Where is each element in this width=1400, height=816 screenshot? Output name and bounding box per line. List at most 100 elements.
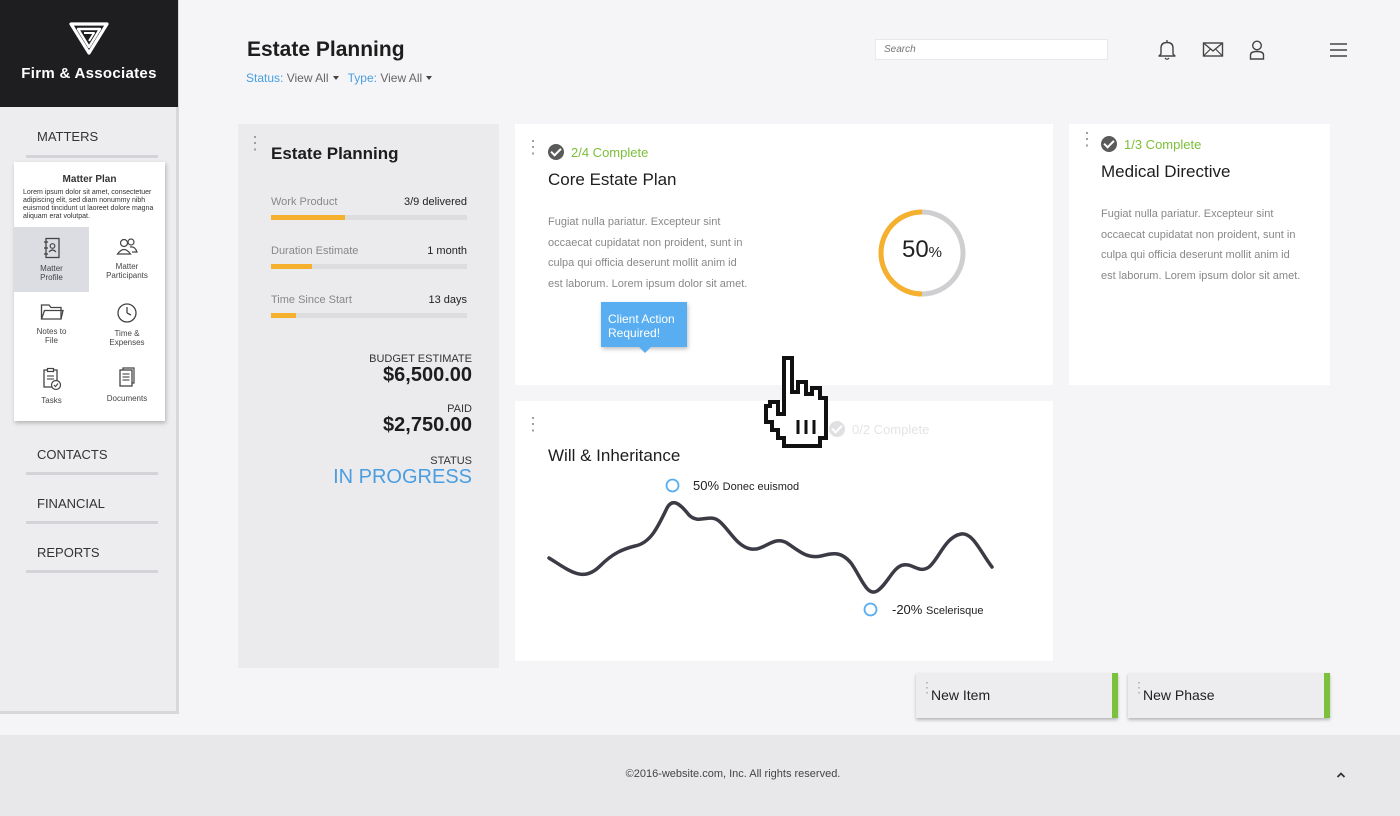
metric-label: Time Since Start xyxy=(271,294,352,306)
brand-name: Firm & Associates xyxy=(21,65,157,82)
card-description: Fugiat nulla pariatur. Excepteur sint oc… xyxy=(1101,208,1301,282)
menu-time-expenses[interactable]: Time & Expenses xyxy=(89,292,165,357)
card-core-estate-plan[interactable]: ⋮ 2/4 Complete Core Estate Plan Fugiat n… xyxy=(515,124,1053,385)
card-title: Core Estate Plan xyxy=(548,170,677,189)
nav-contacts[interactable]: CONTACTS xyxy=(26,447,158,475)
progress-donut xyxy=(878,209,966,297)
nav-reports[interactable]: REPORTS xyxy=(26,545,158,573)
menu-matter-profile-label: Matter Profile xyxy=(40,264,63,282)
chevron-up-icon[interactable] xyxy=(1336,771,1346,779)
drag-handle-icon: ⋮ xyxy=(920,679,934,695)
check-circle-icon xyxy=(1101,136,1117,152)
metric-work-product: Work Product 3/9 delivered xyxy=(271,196,467,220)
metric-label: Work Product xyxy=(271,196,338,208)
high-point-label: 50% Donec euismod xyxy=(693,478,799,493)
menu-notes-to-file[interactable]: Notes to File xyxy=(14,292,89,357)
bell-icon[interactable] xyxy=(1157,39,1177,61)
card-options-icon[interactable]: ⋮ xyxy=(1078,129,1096,149)
metric-value: 13 days xyxy=(428,294,467,306)
menu-matter-profile[interactable]: Matter Profile xyxy=(14,227,89,292)
mail-icon[interactable] xyxy=(1202,41,1224,58)
matter-plan-header: Matter Plan Lorem ipsum dolor sit amet, … xyxy=(14,162,165,227)
nav-financial[interactable]: FINANCIAL xyxy=(26,496,158,524)
type-filter[interactable]: Type: View All xyxy=(348,71,439,85)
sidebar: Firm & Associates MATTERS Matter Plan Lo… xyxy=(0,0,179,714)
donut-label: 50% xyxy=(877,236,967,264)
nav-contacts-label: CONTACTS xyxy=(37,447,108,462)
nav-divider xyxy=(26,155,158,158)
nav-matters[interactable]: MATTERS xyxy=(26,129,158,158)
brand-header[interactable]: Firm & Associates xyxy=(0,0,178,107)
menu-matter-participants-label: Matter Participants xyxy=(106,262,148,280)
donut-progress-arc xyxy=(878,209,966,297)
completion-text: 2/4 Complete xyxy=(571,144,649,160)
clipboard-check-icon xyxy=(42,367,61,391)
metric-duration-estimate: Duration Estimate 1 month xyxy=(271,245,467,269)
client-action-tooltip[interactable]: Client Action Required! xyxy=(601,302,687,353)
low-point-value: -20% xyxy=(892,602,923,617)
button-accent xyxy=(1112,673,1118,718)
donut-unit: % xyxy=(928,244,943,261)
nav-divider xyxy=(26,570,158,573)
completion-status: 2/4 Complete xyxy=(548,144,648,160)
firm-logo-icon xyxy=(69,22,109,55)
button-accent xyxy=(1324,673,1330,718)
caret-down-icon xyxy=(426,75,433,80)
check-circle-icon xyxy=(829,421,845,437)
panel-options-icon[interactable]: ⋮ xyxy=(246,133,264,153)
paid-amount: PAID $2,750.00 xyxy=(383,403,472,435)
high-point-text: Donec euismod xyxy=(722,481,800,493)
search-input[interactable] xyxy=(875,39,1108,60)
footer: ©2016-website.com, Inc. All rights reser… xyxy=(0,735,1400,816)
new-phase-label: New Phase xyxy=(1143,687,1215,703)
status-filter-label: Status: xyxy=(246,71,284,85)
menu-time-expenses-label: Time & Expenses xyxy=(109,329,145,347)
high-point-marker[interactable] xyxy=(665,478,680,493)
paid-value: $2,750.00 xyxy=(383,414,472,436)
new-item-label: New Item xyxy=(931,687,991,703)
profile-book-icon xyxy=(43,237,60,259)
nav-divider xyxy=(26,472,158,475)
metric-progress-bar xyxy=(271,215,467,220)
donut-value: 50 xyxy=(901,236,929,263)
menu-documents[interactable]: Documents xyxy=(89,357,165,421)
type-filter-value: View All xyxy=(380,71,423,85)
menu-tasks[interactable]: Tasks xyxy=(14,357,89,421)
matter-plan-title: Matter Plan xyxy=(62,174,117,185)
trend-line xyxy=(547,501,994,594)
status-filter-value: View All xyxy=(286,71,329,85)
documents-icon xyxy=(119,367,135,387)
new-item-button[interactable]: ⋮ New Item xyxy=(916,673,1118,718)
menu-matter-participants[interactable]: Matter Participants xyxy=(89,227,165,292)
menu-icon[interactable] xyxy=(1329,42,1348,58)
budget-value: $6,500.00 xyxy=(383,364,472,386)
page-title: Estate Planning xyxy=(247,38,405,61)
user-icon[interactable] xyxy=(1248,39,1266,61)
progress-fill xyxy=(271,313,297,318)
low-point-marker[interactable] xyxy=(863,602,878,617)
nav-financial-label: FINANCIAL xyxy=(37,496,105,511)
check-circle-icon xyxy=(548,144,564,160)
low-point-label: -20% Scelerisque xyxy=(892,602,983,617)
status-filter[interactable]: Status: View All xyxy=(246,71,345,85)
new-phase-button[interactable]: ⋮ New Phase xyxy=(1128,673,1330,718)
metric-value: 1 month xyxy=(427,245,467,257)
card-description: Fugiat nulla pariatur. Excepteur sint oc… xyxy=(548,216,748,290)
budget-label: BUDGET ESTIMATE xyxy=(369,353,472,365)
participants-icon xyxy=(116,238,138,255)
card-medical-directive[interactable]: ⋮ 1/3 Complete Medical Directive Fugiat … xyxy=(1069,124,1330,385)
menu-tasks-label: Tasks xyxy=(41,396,62,405)
metric-progress-bar xyxy=(271,313,467,318)
menu-notes-to-file-label: Notes to File xyxy=(36,327,67,345)
card-title: Will & Inheritance xyxy=(548,446,681,465)
caret-down-icon xyxy=(332,75,339,80)
status-label: STATUS xyxy=(430,455,472,467)
matter-plan-description: Lorem ipsum dolor sit amet, consectetuer… xyxy=(23,189,154,220)
status-value: IN PROGRESS xyxy=(333,466,472,488)
drag-handle-icon: ⋮ xyxy=(1132,679,1146,695)
nav-matters-label: MATTERS xyxy=(37,129,99,144)
metric-time-since-start: Time Since Start 13 days xyxy=(271,294,467,318)
completion-status: 0/2 Complete xyxy=(829,421,929,437)
metric-value: 3/9 delivered xyxy=(404,196,467,208)
card-options-icon[interactable]: ⋮ xyxy=(524,137,542,157)
